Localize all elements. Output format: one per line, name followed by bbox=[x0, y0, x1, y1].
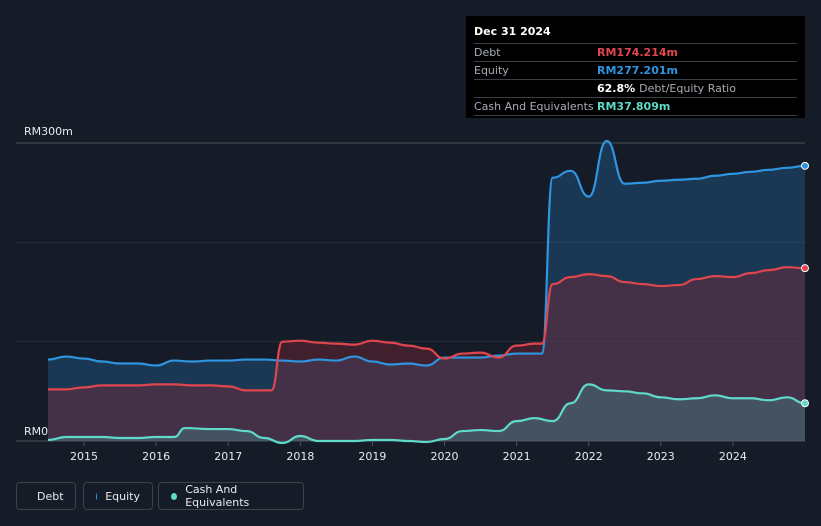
tooltip-cash-label: Cash And Equivalents bbox=[474, 100, 594, 113]
legend-equity-label: Equity bbox=[105, 489, 140, 503]
y-axis-bottom-label: RM0 bbox=[24, 425, 48, 438]
x-tick-label: 2023 bbox=[647, 450, 675, 463]
x-tick-label: 2021 bbox=[503, 450, 531, 463]
tooltip-row-debt: Debt RM174.214m bbox=[474, 44, 797, 62]
tooltip-date: Dec 31 2024 bbox=[474, 24, 797, 44]
tooltip-row-cash: Cash And Equivalents RM37.809m bbox=[474, 98, 797, 116]
tooltip-debt-value: RM174.214m bbox=[597, 46, 678, 59]
cash-area bbox=[48, 384, 805, 443]
cash-endpoint bbox=[801, 399, 809, 408]
equity-endpoint bbox=[801, 161, 809, 170]
x-tick-label: 2015 bbox=[70, 450, 98, 463]
equity-area bbox=[48, 141, 805, 441]
tooltip-panel: Dec 31 2024 Debt RM174.214m Equity RM277… bbox=[466, 16, 805, 118]
legend-cash-label: Cash And Equivalents bbox=[185, 483, 250, 509]
series-areas bbox=[48, 141, 805, 443]
tooltip-ratio-value: 62.8% bbox=[597, 82, 636, 95]
series-lines bbox=[47, 139, 806, 445]
legend-debt-label: Debt bbox=[37, 489, 64, 503]
tooltip-equity-label: Equity bbox=[474, 64, 509, 77]
x-axis: 2015 2016 2017 2018 2019 2020 2021 2022 2023 2024 bbox=[70, 441, 747, 463]
x-tick-label: 2022 bbox=[575, 450, 603, 463]
cash-line bbox=[47, 383, 806, 445]
debt-area bbox=[48, 267, 805, 441]
x-tick-label: 2019 bbox=[358, 450, 386, 463]
tooltip-cash-value: RM37.809m bbox=[597, 100, 671, 113]
equity-dot-icon bbox=[96, 492, 98, 500]
debt-endpoint bbox=[801, 264, 809, 273]
tooltip-row-equity: Equity RM277.201m bbox=[474, 62, 797, 80]
tooltip-ratio-label: Debt/Equity Ratio bbox=[639, 82, 736, 95]
tooltip-ratio-spacer bbox=[474, 80, 597, 97]
y-axis-top-label: RM300m bbox=[24, 125, 73, 138]
series-endpoints bbox=[801, 161, 809, 408]
x-tick-label: 2016 bbox=[142, 450, 170, 463]
legend-debt[interactable]: Debt bbox=[16, 482, 76, 510]
x-tick-label: 2017 bbox=[214, 450, 242, 463]
x-tick-label: 2020 bbox=[431, 450, 459, 463]
tooltip-debt-label: Debt bbox=[474, 46, 501, 59]
tooltip-equity-value: RM277.201m bbox=[597, 64, 678, 77]
cash-dot-icon bbox=[171, 492, 178, 500]
debt-line bbox=[48, 266, 806, 392]
tooltip-row-ratio: 62.8% Debt/Equity Ratio bbox=[474, 80, 797, 98]
legend-equity[interactable]: Equity bbox=[83, 482, 153, 510]
x-tick-label: 2024 bbox=[719, 450, 747, 463]
legend-cash[interactable]: Cash And Equivalents bbox=[158, 482, 304, 510]
x-tick-label: 2018 bbox=[286, 450, 314, 463]
